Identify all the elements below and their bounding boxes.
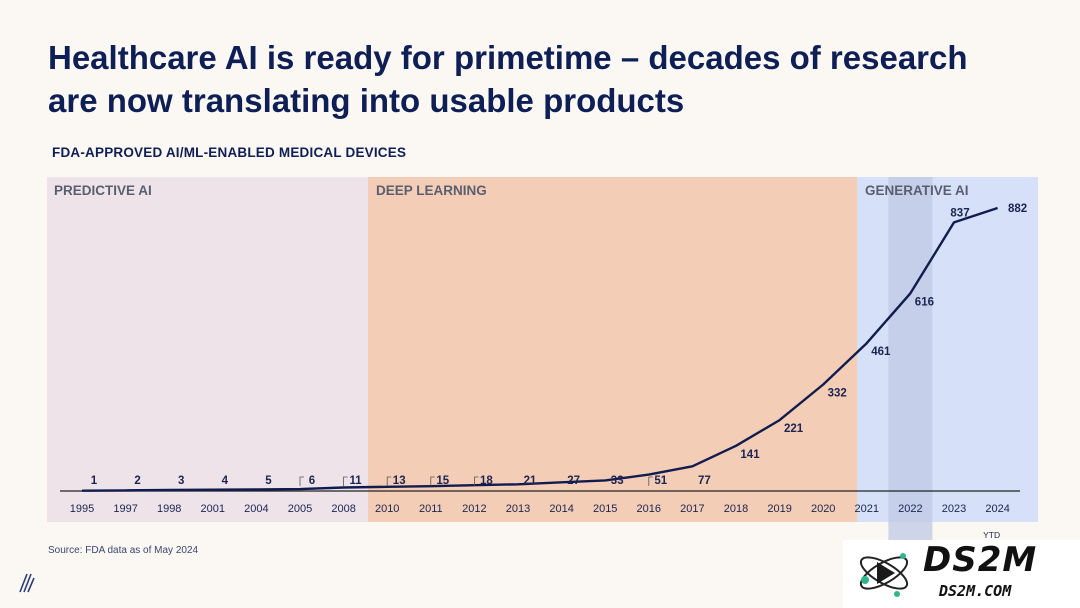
data-label: 2 xyxy=(134,475,140,487)
data-label: 616 xyxy=(915,296,934,308)
label-leader-mark xyxy=(474,476,479,486)
x-tick-label: 2013 xyxy=(506,503,530,515)
ytd-annotation: YTD xyxy=(983,530,1000,540)
x-tick-label: 1997 xyxy=(113,503,137,515)
data-label: 5 xyxy=(265,475,272,487)
company-logo-icon xyxy=(19,573,35,593)
series-line-path xyxy=(81,206,998,492)
era-label: PREDICTIVE AI xyxy=(54,183,152,198)
data-label: 18 xyxy=(480,475,493,487)
era-band xyxy=(368,177,857,522)
data-label: 837 xyxy=(950,207,969,219)
data-labels: 1 2 3 4 5 6 11 13 15 18 21 27 33 51 77 141 221 332 461 616 8… xyxy=(91,203,1027,487)
era-band xyxy=(47,177,368,522)
slide-title: Healthcare AI is ready for primetime – d… xyxy=(48,39,968,119)
x-tick-label: 1995 xyxy=(70,503,94,515)
annotations: YTD xyxy=(983,530,1000,540)
x-tick-label: 2012 xyxy=(462,503,486,515)
data-label: 332 xyxy=(828,387,847,399)
x-tick-label: 2004 xyxy=(244,503,268,515)
x-tick-label: 2020 xyxy=(811,503,835,515)
label-leader-mark xyxy=(648,476,653,486)
x-tick-label: 2024 xyxy=(985,503,1009,515)
watermark-text: DS2M xyxy=(923,540,1038,580)
data-label: 13 xyxy=(393,475,406,487)
highlight-column xyxy=(888,177,933,540)
x-tick-label: 2023 xyxy=(942,503,966,515)
data-label: 221 xyxy=(784,423,804,435)
label-leader-mark xyxy=(343,476,348,486)
x-tick-label: 2015 xyxy=(593,503,617,515)
x-tick-label: 2010 xyxy=(375,503,399,515)
era-bands xyxy=(47,177,1038,540)
data-label: 51 xyxy=(654,475,667,487)
x-tick-label: 2017 xyxy=(680,503,704,515)
data-label: 461 xyxy=(871,346,891,358)
chart-title: FDA-APPROVED AI/ML-ENABLED MEDICAL DEVIC… xyxy=(52,145,407,160)
x-tick-label: 1998 xyxy=(157,503,181,515)
x-tick-label: 2022 xyxy=(898,503,922,515)
data-label: 15 xyxy=(436,475,449,487)
data-label: 33 xyxy=(611,475,624,487)
atom-logo-icon xyxy=(859,553,909,597)
data-label: 27 xyxy=(567,475,580,487)
watermark: DS2M DS2M.COM xyxy=(843,540,1080,608)
era-labels: PREDICTIVE AI DEEP LEARNING GENERATIVE AI xyxy=(54,183,969,198)
data-label: 77 xyxy=(698,475,711,487)
source-note: Source: FDA data as of May 2024 xyxy=(48,545,199,556)
data-label: 21 xyxy=(524,475,537,487)
x-tick-label: 2005 xyxy=(288,503,312,515)
series-line xyxy=(81,206,998,492)
x-tick-label: 2019 xyxy=(767,503,791,515)
data-label: 1 xyxy=(91,475,98,487)
x-tick-label: 2014 xyxy=(549,503,573,515)
era-label: GENERATIVE AI xyxy=(865,183,969,198)
watermark-url: DS2M.COM xyxy=(939,582,1012,600)
x-tick-label: 2021 xyxy=(855,503,879,515)
x-tick-label: 2018 xyxy=(724,503,748,515)
label-leader-mark xyxy=(386,476,392,486)
x-tick-label: 2016 xyxy=(637,503,661,515)
x-tick-labels: 1995 1997 1998 2001 2004 2005 2008 2010 2011 2012… xyxy=(70,503,1010,515)
data-label: 4 xyxy=(222,475,229,487)
data-label: 882 xyxy=(1008,203,1027,215)
data-label: 141 xyxy=(740,449,760,461)
era-label: DEEP LEARNING xyxy=(376,183,487,198)
x-tick-label: 2008 xyxy=(331,503,355,515)
x-tick-label: 2001 xyxy=(201,503,225,515)
data-label: 6 xyxy=(309,475,315,487)
label-leader-mark xyxy=(430,476,435,486)
label-leader-mark xyxy=(299,476,304,486)
data-label: 11 xyxy=(350,475,363,487)
x-tick-label: 2011 xyxy=(419,503,443,515)
data-label: 3 xyxy=(178,475,184,487)
